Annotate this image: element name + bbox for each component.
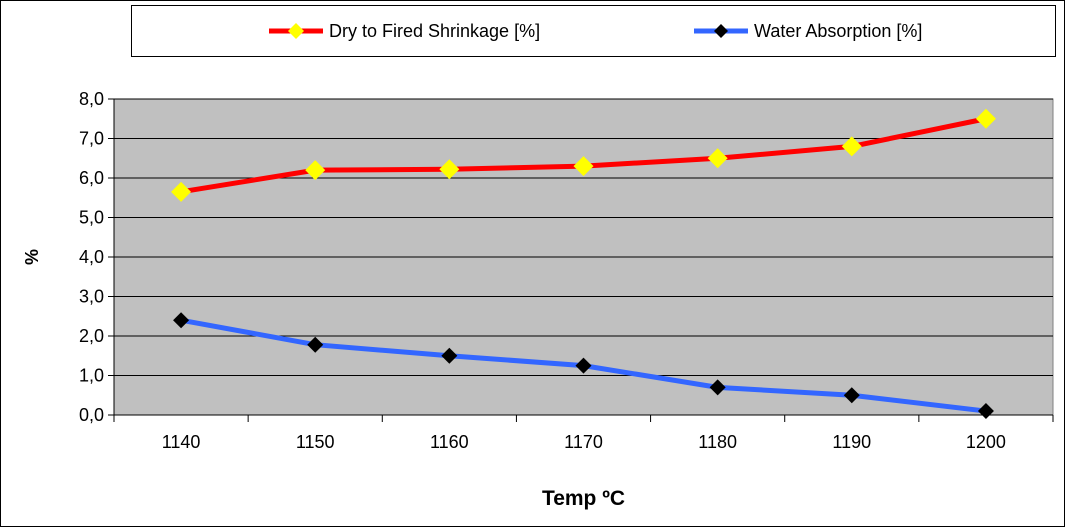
y-tick-label: 5,0 — [79, 208, 104, 228]
y-tick-label: 7,0 — [79, 129, 104, 149]
x-tick-label: 1170 — [564, 432, 603, 452]
data-point-0 — [573, 156, 594, 177]
y-axis-title: % — [22, 249, 42, 265]
legend-label-water-absorption: Water Absorption [%] — [754, 20, 923, 41]
y-tick-label: 4,0 — [79, 247, 104, 267]
data-point-1 — [575, 357, 592, 374]
y-tick-label: 8,0 — [79, 89, 104, 109]
x-tick-label: 1140 — [162, 432, 201, 452]
legend-item-shrinkage: Dry to Fired Shrinkage [%] — [267, 6, 540, 56]
data-point-1 — [173, 312, 190, 329]
data-point-0 — [305, 160, 326, 181]
y-tick-label: 6,0 — [79, 168, 104, 188]
legend-label-shrinkage: Dry to Fired Shrinkage [%] — [329, 20, 541, 41]
y-tick-label: 2,0 — [79, 326, 104, 346]
data-point-1 — [709, 379, 726, 396]
legend: Dry to Fired Shrinkage [%] Water Absorpt… — [131, 5, 1056, 57]
x-tick-label: 1160 — [430, 432, 469, 452]
data-point-1 — [307, 336, 324, 353]
legend-marker-water-absorption — [694, 24, 748, 38]
legend-item-water-absorption: Water Absorption [%] — [692, 6, 922, 56]
legend-marker-shrinkage — [269, 23, 323, 39]
data-point-1 — [441, 347, 458, 364]
x-tick-label: 1200 — [966, 432, 1006, 452]
y-tick-label: 1,0 — [79, 366, 104, 386]
x-tick-label: 1190 — [832, 432, 871, 452]
y-tick-label: 0,0 — [79, 405, 104, 425]
data-point-1 — [977, 403, 994, 420]
y-tick-label: 3,0 — [79, 287, 104, 307]
data-point-0 — [841, 136, 862, 157]
x-tick-label: 1150 — [296, 432, 335, 452]
data-point-1 — [843, 387, 860, 404]
data-point-0 — [171, 181, 192, 202]
x-axis-title: Temp ºC — [542, 487, 625, 510]
data-point-0 — [439, 159, 460, 180]
x-tick-label: 1180 — [698, 432, 737, 452]
data-point-0 — [975, 108, 996, 129]
data-point-0 — [707, 148, 728, 169]
